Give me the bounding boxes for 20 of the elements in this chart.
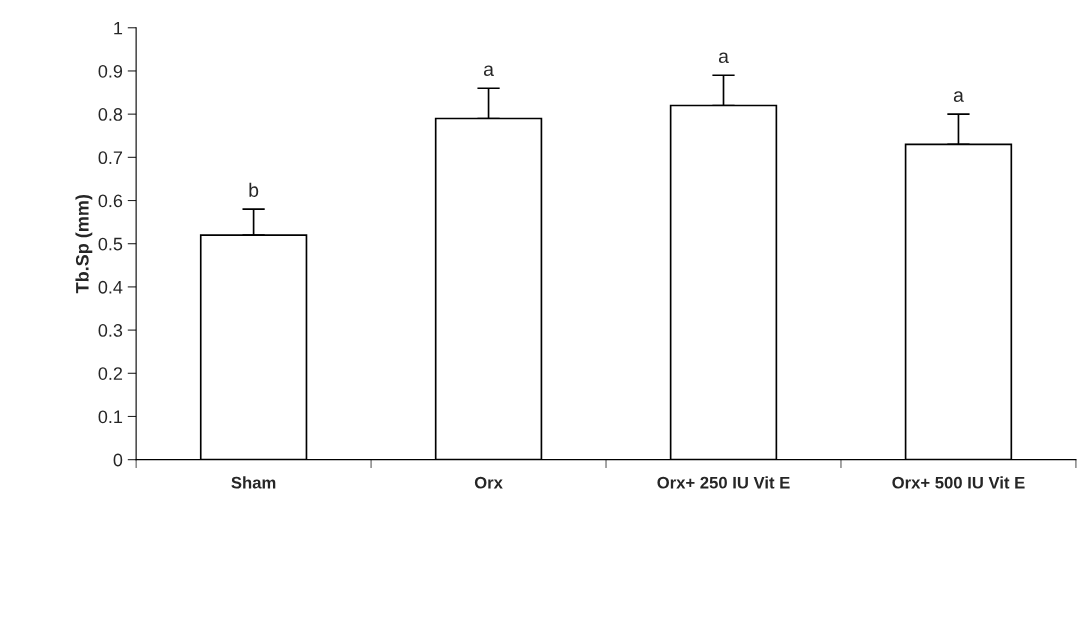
y-axis-title: Tb.Sp (mm) — [75, 194, 93, 294]
x-tick-label: Orx+ 250 IU Vit E — [657, 476, 790, 489]
annotation: a — [718, 52, 729, 64]
y-tick-label: 0.1 — [98, 410, 123, 424]
y-tick-label: 0 — [113, 453, 123, 467]
y-tick-label: 0.7 — [98, 151, 123, 165]
y-tick-label: 0.8 — [98, 108, 123, 121]
annotation: a — [483, 65, 494, 77]
y-tick-label: 0.4 — [98, 280, 123, 294]
x-tick-label: Orx — [474, 476, 503, 489]
annotation: a — [953, 91, 964, 102]
x-tick-label: Orx+ 500 IU Vit E — [892, 476, 1025, 489]
x-tick-label: Sham — [231, 476, 276, 489]
y-tick-label: 0.6 — [98, 194, 123, 208]
y-tick-label: 0.5 — [98, 237, 123, 251]
y-tick-label: 0.2 — [98, 367, 123, 381]
y-tick-label: 1 — [114, 21, 123, 35]
annotation: b — [249, 182, 259, 197]
y-tick-label: 0.3 — [98, 324, 123, 337]
y-tick-label: 0.9 — [98, 64, 123, 78]
